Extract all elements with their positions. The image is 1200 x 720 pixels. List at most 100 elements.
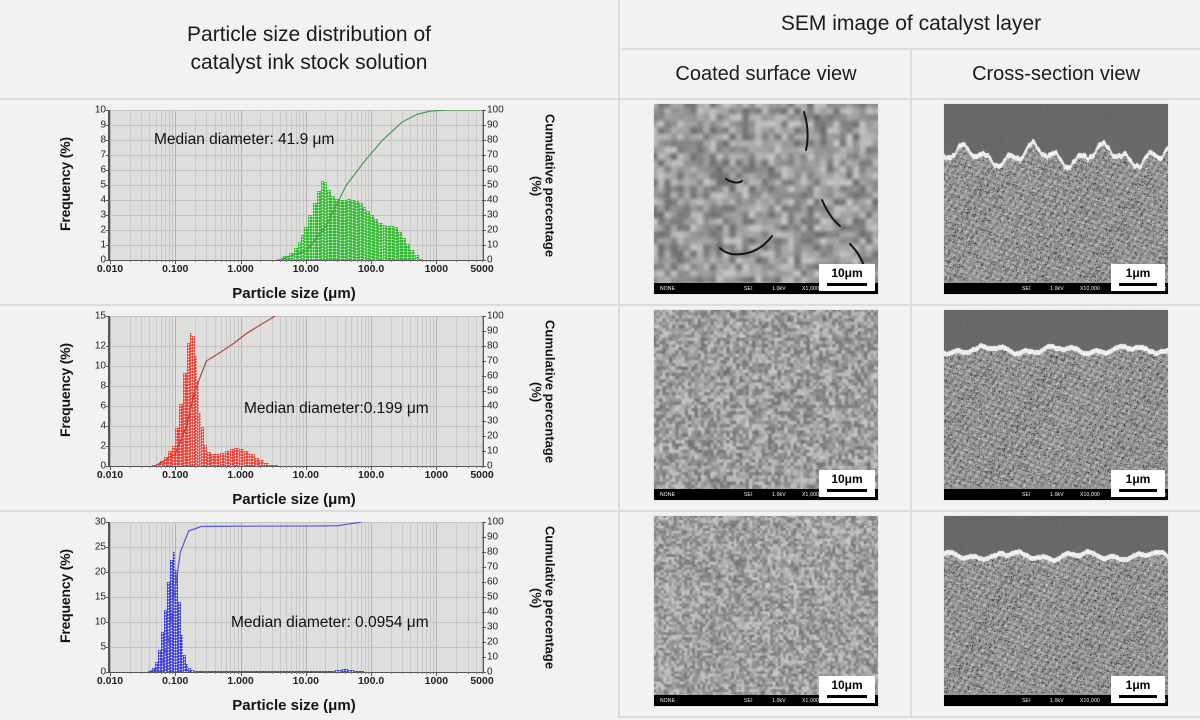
histogram-bar	[155, 662, 159, 672]
x-tick-mark	[356, 466, 358, 468]
right-axis-tick-label: 0	[487, 254, 493, 266]
y-axis-tick-label: 0	[100, 666, 106, 678]
histogram-bar	[323, 182, 328, 260]
x-tick-mark	[426, 466, 428, 468]
gridline-minor-x	[325, 316, 327, 466]
y-tick-mark	[106, 572, 110, 573]
histogram-bar	[339, 200, 344, 260]
x-tick-mark	[430, 260, 432, 262]
histogram-bar	[239, 448, 245, 466]
x-tick-mark	[299, 260, 301, 262]
x-axis-tick-label: 100.0	[357, 675, 385, 687]
x-tick-mark	[149, 672, 151, 674]
gridline-horizontal	[110, 125, 482, 126]
x-tick-mark	[430, 672, 432, 674]
gridline-minor-x	[416, 316, 418, 466]
histogram-bar	[335, 670, 342, 672]
x-tick-mark	[230, 466, 232, 468]
histogram-bar	[366, 210, 371, 260]
histogram-bar	[386, 225, 391, 260]
right-tick-mark	[482, 672, 486, 673]
histogram-bar	[264, 462, 270, 466]
divider-sem-columns	[910, 50, 912, 716]
x-tick-mark	[336, 672, 338, 674]
x-tick-mark	[286, 466, 288, 468]
sem-info-text: SEI	[1022, 285, 1031, 292]
histogram-bar	[164, 609, 168, 672]
sem-scale-bar: 1μm	[1111, 675, 1165, 703]
histogram-bar	[414, 254, 419, 260]
y-tick-mark	[106, 125, 110, 126]
x-tick-mark	[360, 466, 362, 468]
x-tick-mark	[291, 466, 293, 468]
y-tick-mark	[106, 140, 110, 141]
x-tick-mark	[175, 672, 177, 676]
sem-scale-bar: 10μm	[819, 263, 875, 291]
sem-cross-section-texture	[944, 516, 1168, 706]
y-axis-tick-label: 5	[100, 179, 106, 191]
histogram-bar	[269, 464, 274, 466]
gridline-horizontal	[110, 572, 482, 573]
x-tick-mark	[175, 466, 177, 470]
gridline-minor-x	[467, 316, 469, 466]
y-axis-tick-label: 0	[100, 460, 106, 472]
right-axis-tick-label: 20	[487, 430, 499, 442]
y-tick-mark	[106, 622, 110, 623]
histogram-bar	[201, 427, 204, 466]
sem-info-text: SEI	[1022, 697, 1031, 704]
gridline-minor-x	[226, 316, 228, 466]
right-axis-tick-label: 30	[487, 621, 499, 633]
x-tick-mark	[475, 672, 477, 674]
sem-scale-bar: 1μm	[1111, 263, 1165, 291]
x-tick-mark	[194, 672, 196, 674]
right-axis-tick-label: 70	[487, 355, 499, 367]
y-tick-mark	[106, 155, 110, 156]
gridline-minor-x	[260, 316, 262, 466]
x-axis-tick-label: 100.0	[357, 469, 385, 481]
x-tick-mark	[295, 672, 297, 674]
right-tick-mark	[482, 331, 486, 332]
y-tick-mark	[106, 366, 110, 367]
gridline-minor-x	[168, 316, 170, 466]
x-tick-mark	[110, 260, 111, 264]
x-tick-mark	[141, 466, 143, 468]
right-axis-tick-label: 80	[487, 546, 499, 558]
x-tick-mark	[214, 672, 216, 674]
histogram-bar	[189, 333, 193, 466]
right-tick-mark	[482, 552, 486, 553]
cumulative-curve	[155, 316, 276, 466]
x-axis-tick-label: 5000	[470, 675, 494, 687]
histogram-bar	[244, 451, 250, 466]
gridline-minor-x	[165, 316, 167, 466]
histogram-bar	[171, 446, 176, 466]
histogram-bar	[334, 199, 340, 260]
histogram-bar	[158, 649, 162, 672]
x-tick-mark	[336, 466, 338, 468]
sem-info-text: SEI	[744, 285, 753, 292]
histogram-bar	[229, 449, 235, 466]
right-axis-tick-label: 50	[487, 179, 499, 191]
x-tick-mark	[360, 672, 362, 674]
chart-cell-row2: Frequency (%) Cumulative percentage (%) 0 2…	[0, 306, 618, 510]
right-tick-mark	[482, 125, 486, 126]
y-tick-mark	[106, 245, 110, 246]
sem-scale-bar: 1μm	[1111, 469, 1165, 497]
right-tick-mark	[482, 612, 486, 613]
x-tick-mark	[368, 466, 370, 468]
gridline-minor-x	[302, 316, 304, 466]
histogram-bar	[354, 200, 359, 260]
gridline-horizontal	[110, 185, 482, 186]
histogram-bar	[198, 413, 202, 466]
x-tick-mark	[194, 260, 196, 262]
gridline-horizontal	[110, 406, 482, 407]
gridline-horizontal	[110, 647, 482, 648]
histogram-bar	[182, 373, 187, 466]
